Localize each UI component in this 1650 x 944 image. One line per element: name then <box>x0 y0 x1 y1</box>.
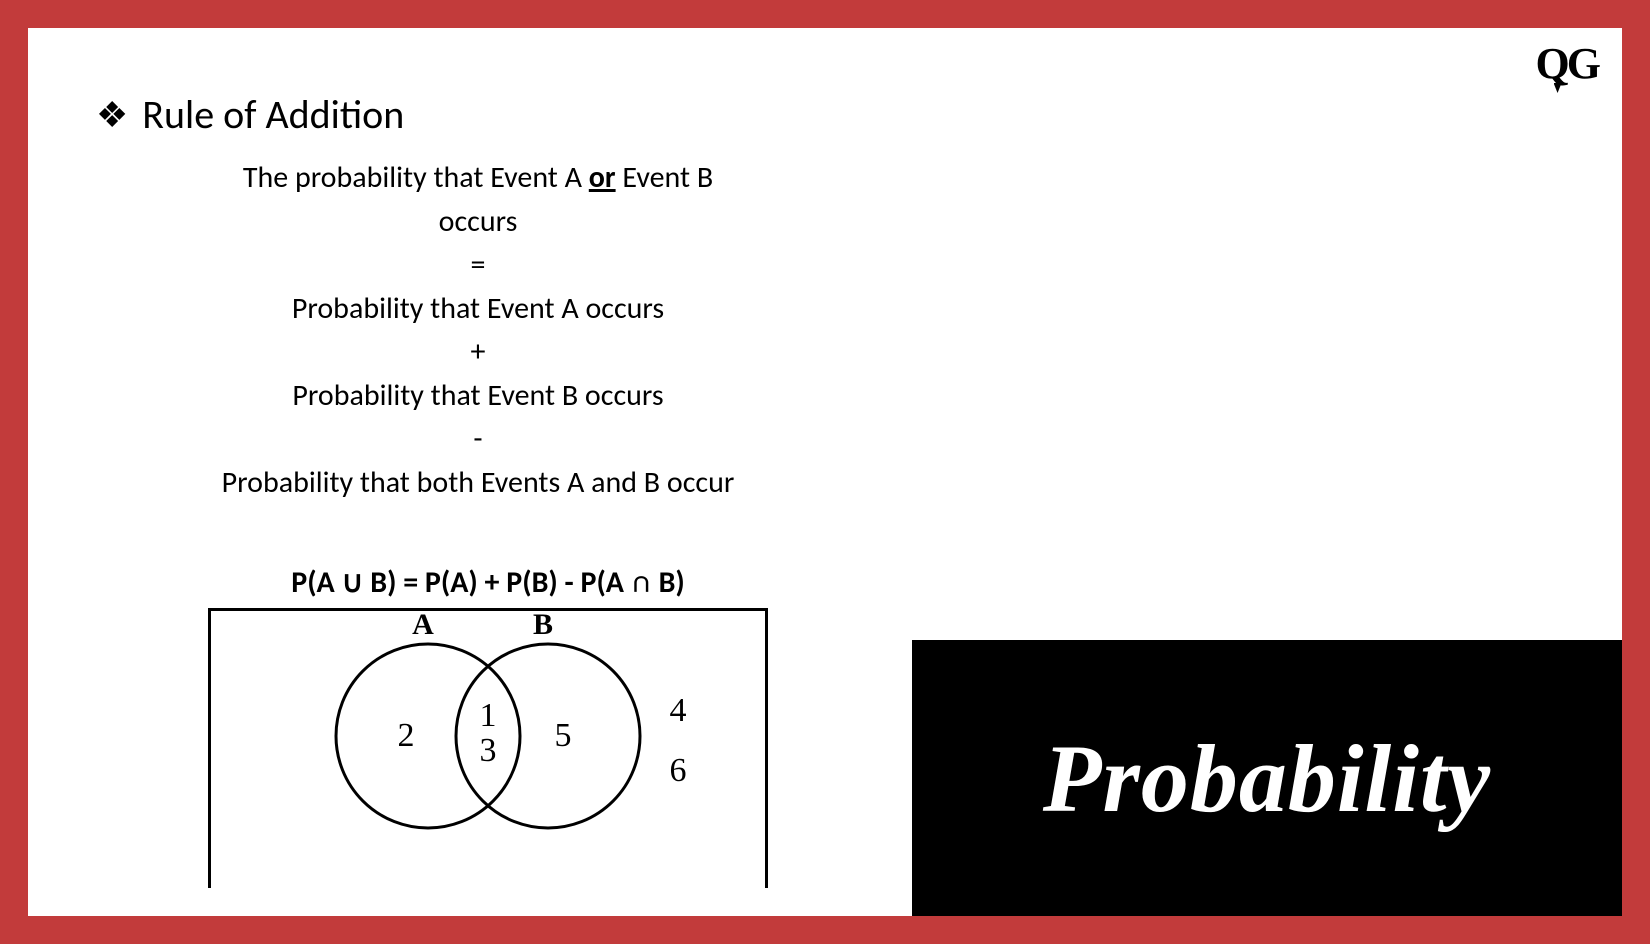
explain-line-3: Probability that Event A occurs <box>158 287 798 331</box>
venn-value-intersection-bottom: 3 <box>480 732 497 769</box>
brand-logo: QG <box>1536 38 1598 89</box>
venn-value-outside-bottom: 6 <box>670 752 687 789</box>
explain-line-1-pre: The probability that Event A <box>243 159 589 196</box>
venn-value-intersection-top: 1 <box>480 697 497 734</box>
slide-frame: QG ❖ Rule of Addition The probability th… <box>0 0 1650 944</box>
heading-bullet-icon: ❖ <box>96 97 128 133</box>
heading-row: ❖ Rule of Addition <box>96 90 404 139</box>
explain-eq: = <box>158 243 798 287</box>
explanation-block: The probability that Event A or Event B … <box>158 156 798 504</box>
explain-minus: - <box>158 417 798 461</box>
venn-value-only-b: 5 <box>555 717 572 754</box>
venn-diagram: A B 2 1 3 5 4 6 <box>208 606 768 906</box>
explain-line-1-post: Event B <box>616 159 714 196</box>
topic-text: Probability <box>1043 723 1491 834</box>
venn-label-b: B <box>533 608 553 641</box>
heading-text: Rule of Addition <box>142 90 404 139</box>
explain-plus: + <box>158 330 798 374</box>
explain-or: or <box>589 159 616 196</box>
explain-line-4: Probability that Event B occurs <box>158 374 798 418</box>
formula-text: P(A ∪ B) = P(A) + P(B) - P(A ∩ B) <box>208 564 768 601</box>
venn-label-a: A <box>412 608 434 641</box>
venn-value-only-a: 2 <box>398 717 415 754</box>
explain-line-5: Probability that both Events A and B occ… <box>158 461 798 505</box>
slide-body: QG ❖ Rule of Addition The probability th… <box>28 28 1622 916</box>
explain-line-2: occurs <box>158 200 798 244</box>
explain-line-1: The probability that Event A or Event B <box>158 156 798 200</box>
topic-banner: Probability <box>912 640 1622 916</box>
venn-value-outside-top: 4 <box>670 692 687 729</box>
